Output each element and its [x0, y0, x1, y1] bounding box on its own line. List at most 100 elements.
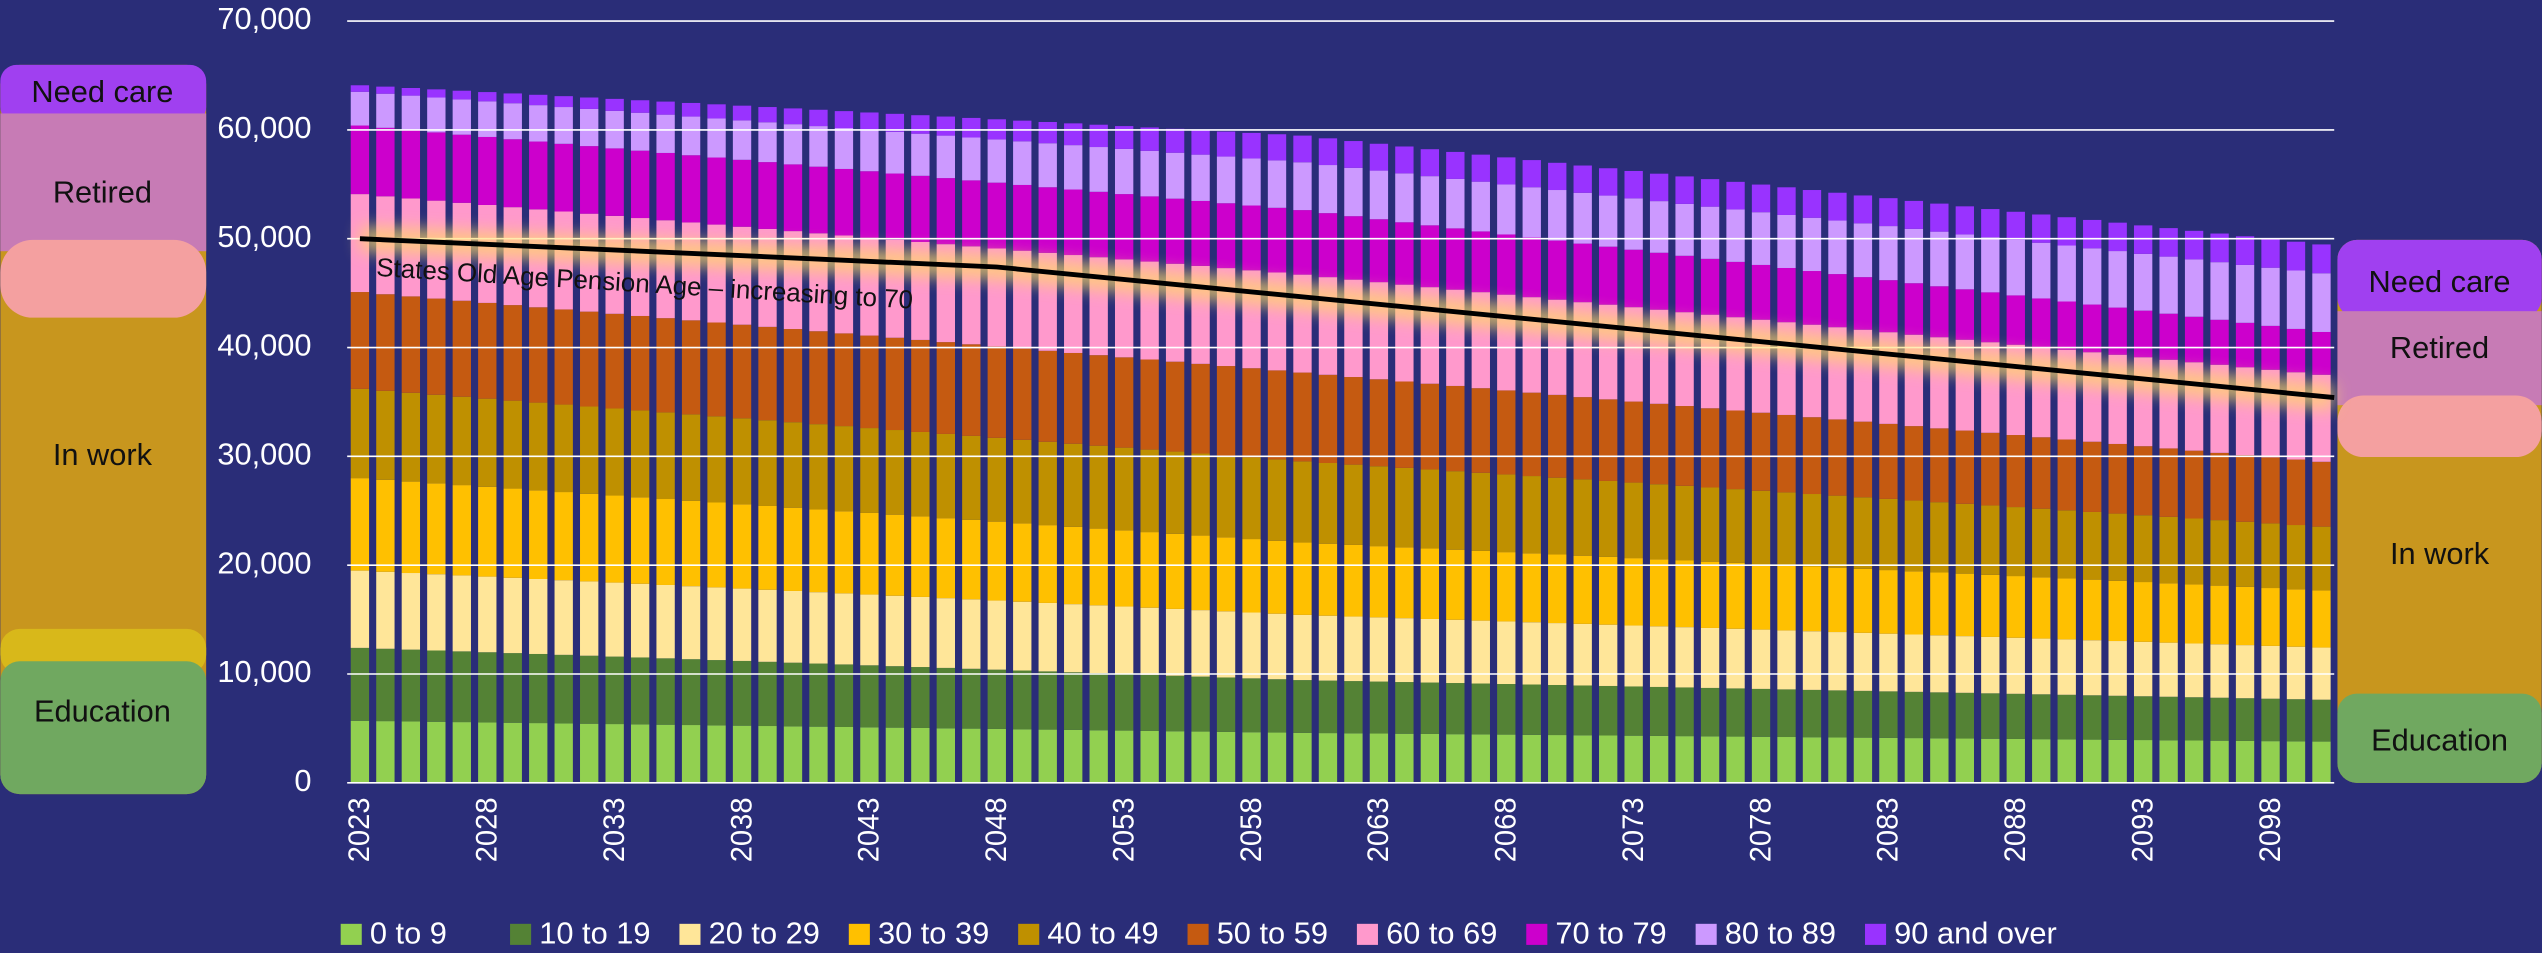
bar-segment	[1879, 691, 1897, 738]
bar-segment	[988, 670, 1006, 729]
bar-segment	[2261, 699, 2279, 741]
bar-segment	[453, 301, 471, 397]
bar-segment	[2159, 314, 2177, 360]
bar-segment	[2210, 741, 2228, 783]
bar-segment	[2007, 694, 2025, 739]
bar-segment	[2287, 699, 2305, 741]
bar-segment	[1191, 155, 1209, 201]
bar-segment	[2058, 510, 2076, 578]
bar-segment	[580, 581, 598, 655]
bar-segment	[1905, 571, 1923, 634]
bar-segment	[1115, 194, 1133, 259]
bar-segment	[1268, 541, 1286, 614]
bar-segment	[1472, 155, 1490, 182]
bar-segment	[988, 346, 1006, 437]
bar-segment	[631, 724, 649, 782]
bar-segment	[402, 96, 420, 130]
bar-segment	[2236, 741, 2254, 783]
x-tick-label: 2043	[854, 797, 886, 862]
bar-segment	[1981, 209, 1999, 237]
bar-segment	[580, 312, 598, 407]
bar-segment	[1268, 370, 1286, 459]
bar-segment	[2058, 439, 2076, 510]
bar-segment	[2159, 448, 2177, 516]
bar-segment	[580, 656, 598, 724]
bar-segment	[631, 100, 649, 113]
bar-segment	[631, 151, 649, 218]
bar-segment	[2159, 257, 2177, 314]
bar-segment	[1421, 225, 1439, 287]
right-panel: Need care Retired In work Education	[2337, 240, 2541, 783]
bar-segment	[2007, 739, 2025, 783]
bar-segment	[1930, 738, 1948, 783]
bar-segment	[1905, 426, 1923, 500]
bar-segment	[1446, 550, 1464, 620]
bar-segment	[1981, 739, 1999, 783]
bar-segment	[478, 92, 496, 101]
bar-segment	[1752, 491, 1770, 564]
bar-segment	[1854, 195, 1872, 223]
bar-segment	[707, 118, 725, 157]
panel-transition	[2337, 395, 2541, 457]
bar-segment	[529, 579, 547, 654]
bar-segment	[1574, 397, 1592, 479]
bar-segment	[1344, 141, 1362, 168]
bar-segment	[758, 327, 776, 420]
x-tick-label: 2023	[344, 797, 376, 862]
y-tick-label: 10,000	[217, 654, 311, 689]
bar-segment	[1319, 138, 1337, 165]
bar-segment	[1090, 730, 1108, 783]
bar-segment	[1472, 182, 1490, 232]
bar-segment	[2185, 697, 2203, 740]
bar-segment	[733, 726, 751, 783]
bar-segment	[1854, 422, 1872, 498]
bar-segment	[2083, 442, 2101, 512]
bar-segment	[1828, 274, 1846, 327]
bar-segment	[1166, 676, 1184, 731]
bar-segment	[2287, 460, 2305, 525]
bar-segment	[1268, 614, 1286, 680]
bar-segment	[656, 499, 674, 585]
bar-segment	[631, 657, 649, 724]
bar-segment	[351, 478, 369, 570]
bar-segment	[809, 126, 827, 167]
bar-segment	[1472, 473, 1490, 551]
bar-segment	[2312, 462, 2330, 527]
bar-segment	[1879, 424, 1897, 499]
bar-segment	[1828, 737, 1846, 782]
bar-segment	[1421, 149, 1439, 176]
bar-segment	[1293, 162, 1311, 210]
bar-segment	[733, 325, 751, 419]
bar-segment	[1293, 733, 1311, 783]
bar-segment	[1242, 368, 1260, 457]
bar-segment	[2261, 268, 2279, 326]
bar-segment	[1599, 247, 1617, 305]
bar-segment	[1013, 729, 1031, 783]
bar-segment	[1497, 735, 1515, 783]
bar-segment	[1039, 351, 1057, 442]
bar-segment	[2032, 577, 2050, 638]
y-tick-label: 70,000	[217, 1, 311, 36]
bar-segment	[529, 307, 547, 402]
bar-segment	[1497, 184, 1515, 234]
bar-segment	[376, 128, 394, 196]
bar-segment	[1752, 564, 1770, 630]
bar-segment	[402, 130, 420, 198]
bar-segment	[2159, 697, 2177, 741]
bar-segment	[1013, 141, 1031, 185]
bar-segment	[2185, 740, 2203, 782]
bar-segment	[2134, 225, 2152, 253]
bar-segment	[1930, 692, 1948, 738]
bar-segment	[2185, 231, 2203, 260]
legend-swatch	[341, 924, 362, 945]
bar-segment	[733, 120, 751, 159]
bar-segment	[1777, 415, 1795, 492]
bar-segment	[707, 660, 725, 725]
bar-segment	[2185, 584, 2203, 643]
bar-segment	[1293, 373, 1311, 462]
bar-segment	[2312, 742, 2330, 783]
legend-label: 0 to 9	[370, 915, 447, 950]
bar-segment	[1013, 121, 1031, 142]
bar-segment	[1319, 165, 1337, 213]
bar-segment	[784, 422, 802, 508]
